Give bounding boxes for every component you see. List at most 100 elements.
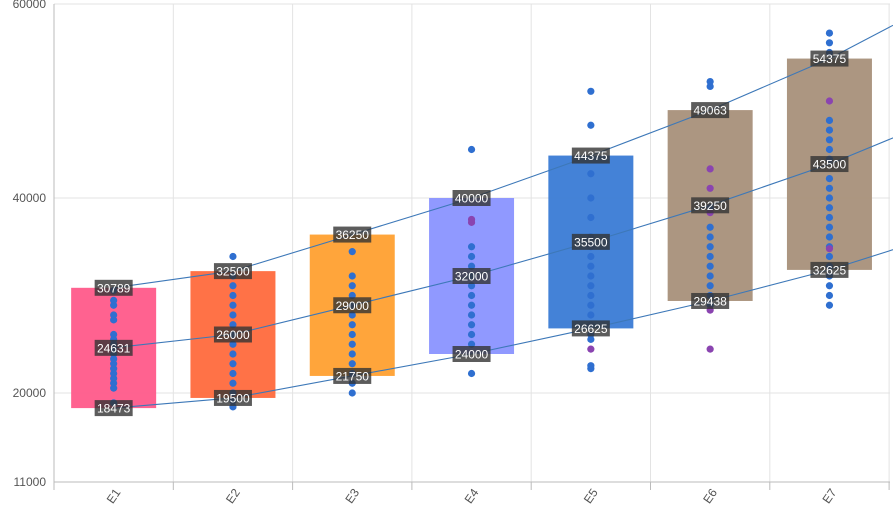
data-label-text: 24000 bbox=[455, 348, 489, 362]
scatter-point bbox=[229, 291, 237, 300]
x-tick-label: E5 bbox=[581, 486, 601, 506]
y-tick-label: 60000 bbox=[13, 0, 47, 11]
scatter-point bbox=[825, 213, 834, 222]
scatter-point bbox=[229, 379, 237, 387]
scatter-point bbox=[706, 262, 714, 270]
data-label-text: 54375 bbox=[813, 52, 847, 66]
data-label-box bbox=[333, 226, 372, 243]
scatter-point bbox=[706, 243, 714, 251]
data-label: 26625 bbox=[571, 320, 610, 337]
scatter-point bbox=[706, 233, 714, 241]
scatter-point bbox=[467, 301, 476, 309]
scatter-point-accent bbox=[706, 165, 714, 173]
scatter-point bbox=[467, 330, 476, 339]
scatter-point bbox=[706, 78, 714, 86]
data-label: 30789 bbox=[94, 279, 133, 296]
data-label-text: 35500 bbox=[574, 235, 608, 249]
scatter-point bbox=[467, 321, 476, 329]
scatter-point bbox=[110, 330, 118, 339]
data-label-box bbox=[333, 367, 372, 384]
y-tick-label: 11000 bbox=[14, 475, 47, 489]
scatter-point bbox=[467, 369, 476, 378]
data-label: 32000 bbox=[452, 268, 491, 284]
data-label: 44375 bbox=[571, 147, 610, 164]
data-label-text: 29000 bbox=[336, 299, 370, 313]
data-label-text: 26000 bbox=[216, 328, 250, 342]
scatter-point bbox=[110, 296, 118, 304]
scatter-point-accent bbox=[825, 245, 834, 253]
trend-layer bbox=[113, 24, 893, 409]
scatter-point bbox=[348, 340, 356, 348]
scatter-point bbox=[348, 350, 356, 358]
scatter-point bbox=[825, 233, 834, 241]
data-label: 18473 bbox=[94, 400, 133, 417]
data-label-box bbox=[691, 292, 730, 309]
scatter-point bbox=[587, 262, 595, 270]
trend-line bbox=[113, 137, 893, 349]
scatter-point bbox=[348, 272, 356, 280]
data-label: 40000 bbox=[452, 190, 491, 206]
data-label-text: 43500 bbox=[813, 158, 847, 172]
scatter-point-accent bbox=[467, 215, 476, 224]
scatter-point bbox=[825, 223, 834, 231]
data-label-text: 40000 bbox=[455, 192, 489, 206]
scatter-point bbox=[467, 311, 476, 319]
data-label: 39250 bbox=[691, 197, 730, 214]
data-label-box bbox=[452, 190, 491, 206]
data-label-text: 26625 bbox=[574, 322, 608, 336]
data-label: 21750 bbox=[333, 367, 372, 384]
scatter-point bbox=[348, 321, 356, 329]
data-label-box bbox=[94, 400, 133, 417]
scatter-point bbox=[825, 136, 834, 144]
scatter-point bbox=[229, 282, 237, 290]
label-layer: 18473 24631 30789 19500 26000 32500 21750 29000… bbox=[94, 50, 849, 417]
scatter-point bbox=[706, 223, 714, 231]
data-label: 32625 bbox=[810, 261, 849, 278]
x-tick-label: E6 bbox=[700, 486, 720, 506]
scatter-point-accent bbox=[706, 345, 714, 353]
data-label-text: 32000 bbox=[455, 270, 489, 284]
data-label: 36250 bbox=[333, 226, 372, 243]
y-tick-label: 40000 bbox=[13, 191, 47, 205]
scatter-point bbox=[825, 184, 834, 192]
scatter-point bbox=[348, 360, 356, 368]
scatter-point bbox=[706, 282, 714, 290]
data-label: 54375 bbox=[810, 50, 849, 67]
data-label: 24000 bbox=[452, 346, 491, 362]
scatter-point bbox=[587, 301, 595, 309]
data-label-box bbox=[810, 50, 849, 67]
scatter-point bbox=[229, 252, 237, 261]
scatter-point bbox=[825, 29, 834, 37]
data-label-box bbox=[571, 320, 610, 337]
data-label-text: 44375 bbox=[574, 149, 608, 163]
scatter-point bbox=[467, 243, 476, 251]
scatter-point bbox=[825, 116, 834, 124]
x-tick-label: E7 bbox=[820, 486, 840, 506]
data-label: 29438 bbox=[691, 292, 730, 309]
data-label-text: 18473 bbox=[97, 402, 131, 416]
scatter-point bbox=[587, 87, 595, 95]
x-tick-label: E1 bbox=[104, 486, 124, 506]
data-label: 26000 bbox=[213, 326, 252, 343]
scatter-point bbox=[229, 369, 237, 378]
data-label-text: 19500 bbox=[216, 391, 250, 405]
scatter-point bbox=[587, 362, 595, 370]
scatter-point-accent bbox=[587, 345, 595, 353]
data-label-text: 21750 bbox=[336, 369, 370, 383]
scatter-point bbox=[587, 291, 595, 300]
x-tick-label: E2 bbox=[223, 486, 243, 506]
scatter-point bbox=[587, 194, 595, 202]
data-label: 29000 bbox=[333, 297, 372, 314]
data-label-text: 32625 bbox=[813, 263, 847, 277]
data-label-text: 36250 bbox=[336, 228, 370, 242]
data-label: 49063 bbox=[691, 102, 730, 119]
scatter-point bbox=[825, 126, 834, 134]
data-label-box bbox=[213, 263, 252, 280]
scatter-point bbox=[467, 252, 476, 261]
scatter-point bbox=[825, 204, 834, 212]
scatter-point bbox=[110, 311, 118, 319]
data-label-text: 32500 bbox=[216, 265, 250, 279]
data-label-text: 30789 bbox=[97, 281, 131, 295]
data-label: 32500 bbox=[213, 263, 252, 280]
